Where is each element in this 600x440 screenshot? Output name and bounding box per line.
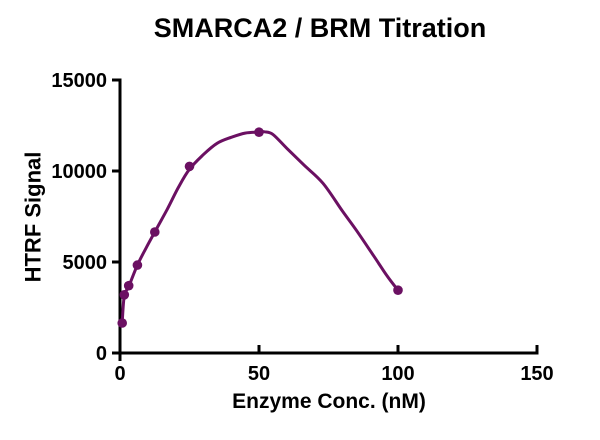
fit-curve: [120, 130, 400, 325]
data-point: [119, 290, 130, 300]
x-tick-label: 0: [114, 363, 125, 385]
data-point: [150, 227, 160, 237]
data-point: [132, 260, 143, 270]
y-tick-label: 5000: [63, 252, 108, 274]
data-point: [184, 161, 195, 172]
data-point: [117, 318, 127, 328]
y-tick-label: 10000: [51, 161, 107, 183]
x-axis-title: Enzyme Conc. (nM): [232, 390, 426, 413]
x-tick-label: 100: [381, 363, 414, 385]
chart-title: SMARCA2 / BRM Titration: [153, 13, 487, 43]
axes: [118, 78, 539, 355]
y-tick-label: 0: [96, 343, 107, 365]
x-tick-label: 50: [248, 363, 270, 385]
x-tick-label: 150: [520, 363, 553, 385]
data-point: [123, 280, 134, 291]
data-point: [393, 285, 403, 296]
data-point: [254, 127, 264, 137]
y-tick-label: 15000: [51, 70, 107, 92]
